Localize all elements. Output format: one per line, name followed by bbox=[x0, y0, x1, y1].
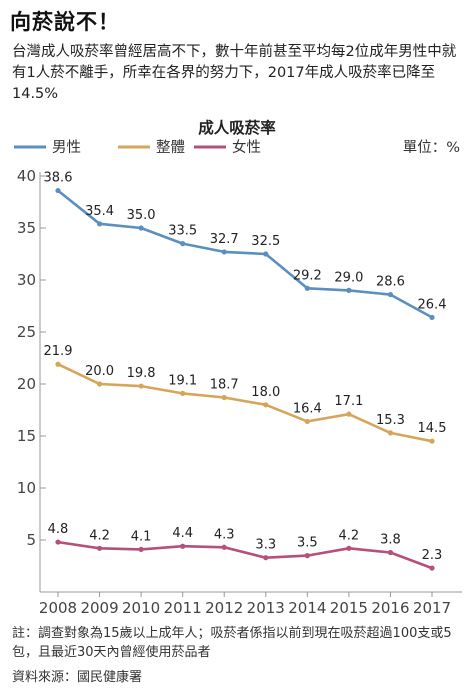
legend: 男性 整體 女性 bbox=[14, 138, 261, 156]
x-tick-label: 2015 bbox=[330, 599, 368, 617]
intro-text: 台灣成人吸菸率曾經居高不下，數十年前甚至平均每2位成年男性中就有1人菸不離手，所… bbox=[12, 44, 457, 102]
data-point bbox=[263, 402, 269, 408]
data-point bbox=[387, 549, 394, 556]
data-label: 3.8 bbox=[380, 532, 401, 547]
y-tick-label: 40 bbox=[17, 167, 36, 185]
data-label: 18.7 bbox=[210, 378, 239, 393]
data-label: 29.0 bbox=[334, 270, 363, 285]
data-label: 35.0 bbox=[127, 208, 156, 223]
data-label: 18.0 bbox=[251, 385, 280, 400]
data-point bbox=[346, 411, 352, 417]
data-point bbox=[387, 430, 394, 436]
data-label: 19.1 bbox=[168, 373, 197, 388]
data-label: 4.8 bbox=[48, 522, 69, 537]
data-point bbox=[138, 225, 144, 231]
data-label: 4.1 bbox=[131, 529, 152, 544]
data-label: 15.3 bbox=[376, 413, 405, 428]
data-label: 26.4 bbox=[418, 297, 447, 312]
data-point bbox=[263, 251, 269, 257]
data-point bbox=[221, 544, 227, 550]
data-point bbox=[138, 546, 144, 552]
x-tick-label: 2009 bbox=[80, 599, 118, 617]
y-tick-label: 35 bbox=[17, 219, 36, 237]
data-point bbox=[304, 553, 310, 559]
data-point bbox=[180, 543, 186, 549]
legend-label-2: 女性 bbox=[232, 138, 261, 156]
x-tick-label: 2014 bbox=[288, 599, 326, 617]
data-point bbox=[387, 291, 394, 298]
data-point bbox=[263, 555, 269, 561]
data-label: 35.4 bbox=[85, 204, 114, 219]
source-note: 資料來源：國民健康署 bbox=[12, 670, 143, 685]
chart-title: 成人吸菸率 bbox=[198, 118, 276, 137]
series-layer: 38.6 35.4 35.0 33.5 32.7 32.5 29.2 29.0 28.6 26.4… bbox=[44, 171, 447, 571]
data-label: 38.6 bbox=[44, 171, 73, 186]
line-chart: 成人吸菸率 男性 整體 女性 單位：% 5 10 15 20 25 30 35 40 2008 200… bbox=[14, 118, 462, 617]
data-point bbox=[346, 545, 352, 551]
page-title: 向菸說不！ bbox=[10, 10, 120, 34]
data-point bbox=[180, 241, 186, 247]
data-label: 21.9 bbox=[44, 344, 73, 359]
data-point bbox=[96, 545, 103, 551]
data-label: 16.4 bbox=[293, 401, 322, 416]
data-label: 3.3 bbox=[255, 538, 276, 553]
data-label: 4.3 bbox=[214, 527, 235, 542]
x-tick-label: 2010 bbox=[122, 599, 160, 617]
data-label: 17.1 bbox=[334, 394, 363, 409]
data-label: 20.0 bbox=[85, 364, 114, 379]
data-point bbox=[304, 285, 310, 291]
x-tick-label: 2013 bbox=[247, 599, 285, 617]
y-tick-label: 25 bbox=[17, 323, 36, 341]
data-label: 2.3 bbox=[422, 548, 443, 563]
x-tick-label: 2008 bbox=[39, 599, 77, 617]
data-point bbox=[429, 314, 435, 321]
data-point bbox=[55, 187, 61, 194]
data-point bbox=[304, 418, 310, 425]
legend-label-0: 男性 bbox=[52, 139, 81, 156]
legend-label-1: 整體 bbox=[156, 139, 185, 156]
data-point bbox=[55, 361, 61, 367]
data-label: 4.2 bbox=[89, 528, 110, 543]
data-label: 32.5 bbox=[251, 234, 280, 249]
footnote: 註：調查對象為15歲以上成年人；吸菸者係指以前到現在吸菸超過100支或5包，且最… bbox=[12, 626, 452, 660]
data-point bbox=[429, 438, 435, 444]
series-line-0 bbox=[57, 189, 433, 319]
data-point bbox=[96, 381, 103, 387]
unit-label: 單位：% bbox=[403, 139, 460, 156]
y-tick-label: 10 bbox=[17, 479, 36, 497]
y-tick-label: 20 bbox=[17, 375, 36, 393]
data-label: 4.2 bbox=[339, 528, 360, 543]
data-label: 19.8 bbox=[127, 366, 156, 381]
data-point bbox=[346, 287, 352, 293]
series-line-2 bbox=[57, 540, 433, 570]
data-label: 33.5 bbox=[168, 224, 197, 239]
data-label: 29.2 bbox=[293, 268, 322, 283]
data-point bbox=[221, 249, 227, 255]
data-label: 4.4 bbox=[172, 526, 193, 541]
series-line-1 bbox=[57, 363, 433, 443]
data-point bbox=[138, 383, 144, 389]
x-tick-label: 2017 bbox=[413, 599, 451, 617]
data-label: 14.5 bbox=[418, 421, 447, 436]
data-point bbox=[96, 221, 103, 227]
x-tick-label: 2012 bbox=[205, 599, 243, 617]
data-point bbox=[180, 390, 186, 396]
x-tick-label: 2011 bbox=[164, 599, 202, 617]
y-tick-label: 30 bbox=[17, 271, 36, 289]
data-label: 3.5 bbox=[297, 536, 318, 551]
data-label: 28.6 bbox=[376, 275, 405, 290]
y-tick-label: 5 bbox=[26, 531, 36, 549]
data-point bbox=[55, 539, 61, 545]
data-label: 32.7 bbox=[210, 232, 239, 247]
y-tick-label: 15 bbox=[17, 427, 36, 445]
data-point bbox=[429, 565, 435, 571]
data-point bbox=[221, 394, 227, 401]
x-tick-label: 2016 bbox=[371, 599, 409, 617]
